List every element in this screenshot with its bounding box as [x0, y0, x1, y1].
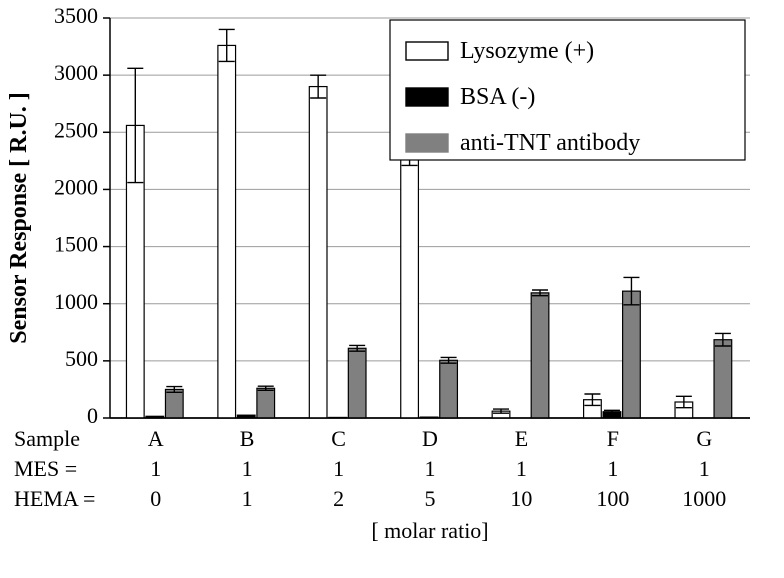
- sample-label: A: [148, 426, 164, 451]
- mes-label: 1: [516, 456, 527, 481]
- bar: [309, 87, 327, 418]
- hema-label: 10: [510, 486, 532, 511]
- legend-label: BSA (-): [460, 84, 535, 110]
- mes-label: 1: [699, 456, 710, 481]
- bar: [165, 389, 183, 418]
- y-tick-label: 3000: [54, 60, 98, 85]
- row-label-mes: MES =: [14, 456, 77, 481]
- legend-label: anti-TNT antibody: [460, 130, 640, 156]
- mes-label: 1: [242, 456, 253, 481]
- hema-label: 1: [242, 486, 253, 511]
- bar: [401, 154, 419, 418]
- y-axis-label: Sensor Response [ R.U. ]: [6, 92, 32, 344]
- bar: [257, 388, 275, 418]
- bar: [531, 293, 549, 418]
- hema-label: 2: [333, 486, 344, 511]
- bar: [623, 291, 641, 418]
- sample-label: E: [515, 426, 528, 451]
- sample-label: B: [240, 426, 255, 451]
- y-tick-label: 3500: [54, 3, 98, 28]
- sample-label: F: [607, 426, 619, 451]
- y-tick-label: 0: [87, 403, 98, 428]
- y-tick-label: 500: [65, 346, 98, 371]
- sensor-response-bar-chart: 0500100015002000250030003500Sensor Respo…: [0, 0, 784, 573]
- sample-label: C: [331, 426, 346, 451]
- sample-label: G: [696, 426, 712, 451]
- y-tick-label: 2000: [54, 174, 98, 199]
- hema-label: 0: [150, 486, 161, 511]
- mes-label: 1: [150, 456, 161, 481]
- bar: [348, 348, 366, 418]
- y-tick-label: 1000: [54, 289, 98, 314]
- row-label-hema: HEMA =: [14, 486, 95, 511]
- hema-label: 100: [596, 486, 629, 511]
- bar: [218, 45, 236, 418]
- hema-label: 1000: [682, 486, 726, 511]
- bar: [714, 340, 732, 418]
- sample-label: D: [422, 426, 438, 451]
- legend-swatch: [406, 88, 448, 106]
- mes-label: 1: [425, 456, 436, 481]
- bar: [440, 360, 458, 418]
- y-tick-label: 1500: [54, 232, 98, 257]
- x-footer-label: [ molar ratio]: [371, 518, 488, 543]
- legend-label: Lysozyme (+): [460, 38, 594, 64]
- mes-label: 1: [607, 456, 618, 481]
- legend-swatch: [406, 42, 448, 60]
- legend-swatch: [406, 134, 448, 152]
- y-tick-label: 2500: [54, 117, 98, 142]
- mes-label: 1: [333, 456, 344, 481]
- row-label-sample: Sample: [14, 426, 80, 451]
- hema-label: 5: [425, 486, 436, 511]
